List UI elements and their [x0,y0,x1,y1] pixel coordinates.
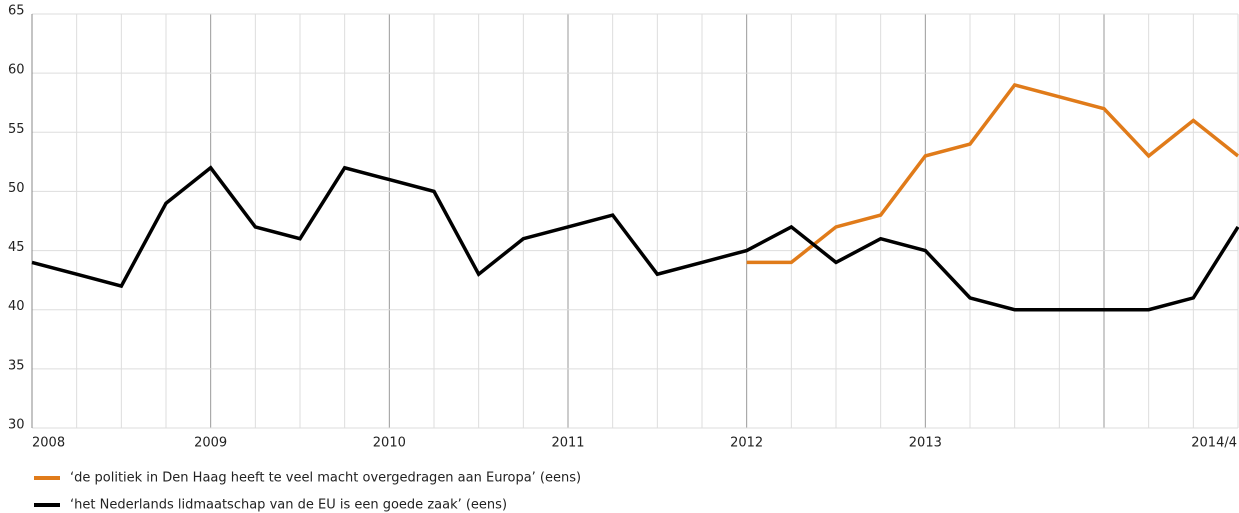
y-tick-label: 35 [8,358,25,373]
x-tick-label: 2012 [730,436,763,451]
x-tick-label: 2011 [551,436,584,451]
x-tick-label: 2010 [373,436,406,451]
y-tick-label: 50 [8,181,25,196]
y-tick-label: 45 [8,240,25,255]
x-tick-label: 2014/4 [1191,436,1237,451]
y-tick-label: 40 [8,299,25,314]
series-line [746,82,1239,265]
x-tick-label: 2013 [909,436,942,451]
y-tick-label: 60 [8,63,25,78]
x-tick-label: 2009 [194,436,227,451]
x-tick-label: 2008 [32,436,65,451]
y-tick-label: 55 [8,122,25,137]
y-tick-label: 65 [8,4,25,19]
legend-label: ‘de politiek in Den Haag heeft te veel m… [70,471,581,486]
series-line [31,165,1239,312]
y-tick-label: 30 [8,418,25,433]
legend-label: ‘het Nederlands lidmaatschap van de EU i… [70,498,507,513]
